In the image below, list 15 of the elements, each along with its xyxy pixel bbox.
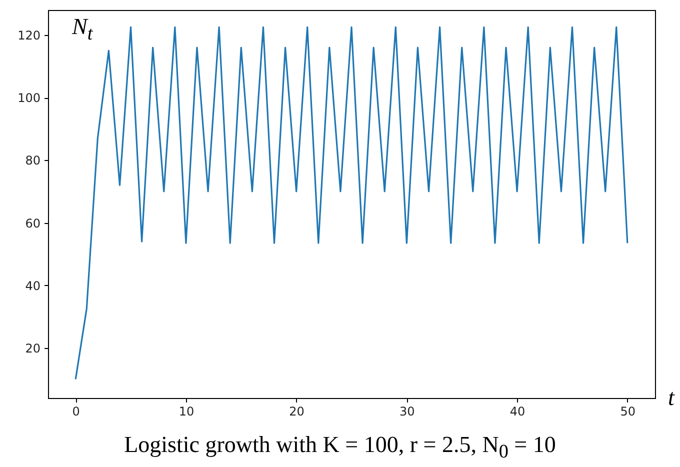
x-axis-title: t <box>668 385 674 411</box>
x-tick-label: 30 <box>400 404 415 418</box>
x-tick-label: 40 <box>510 404 526 418</box>
y-tick-label: 80 <box>25 154 40 168</box>
x-tick-label: 20 <box>289 404 304 418</box>
y-tick-label: 40 <box>25 278 40 293</box>
y-tick-label: 100 <box>18 91 40 106</box>
x-tick-label: 0 <box>72 404 80 418</box>
y-axis-title: N$_{t}$ <box>72 14 93 46</box>
x-tick-label: 10 <box>178 404 194 418</box>
x-tick-label: 50 <box>620 404 636 418</box>
y-tick-label: 60 <box>25 216 40 230</box>
y-tick-label: 20 <box>25 341 40 356</box>
y-tick-label: 120 <box>18 28 40 43</box>
text: Logistic growth with K = 100, r = 2.5, N$_{0}$ = 10 <box>123 432 557 464</box>
